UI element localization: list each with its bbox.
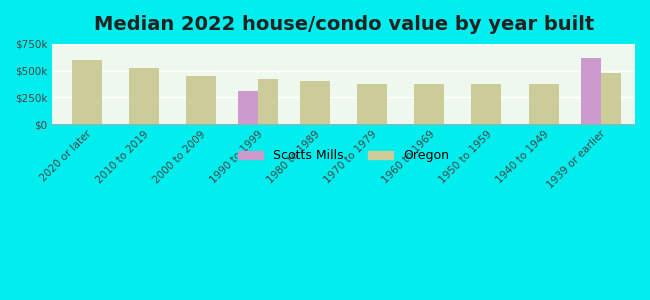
Bar — [238, 91, 258, 124]
Bar — [580, 58, 601, 124]
Bar — [471, 84, 502, 124]
Bar — [358, 84, 387, 124]
Bar — [258, 79, 278, 124]
Bar — [72, 60, 101, 124]
Bar — [414, 84, 445, 124]
Bar — [129, 68, 159, 124]
Title: Median 2022 house/condo value by year built: Median 2022 house/condo value by year bu… — [94, 15, 594, 34]
Bar — [601, 73, 621, 124]
Bar — [528, 85, 558, 124]
Legend: Scotts Mills, Oregon: Scotts Mills, Oregon — [233, 145, 454, 167]
Bar — [300, 81, 330, 124]
Bar — [186, 76, 216, 124]
